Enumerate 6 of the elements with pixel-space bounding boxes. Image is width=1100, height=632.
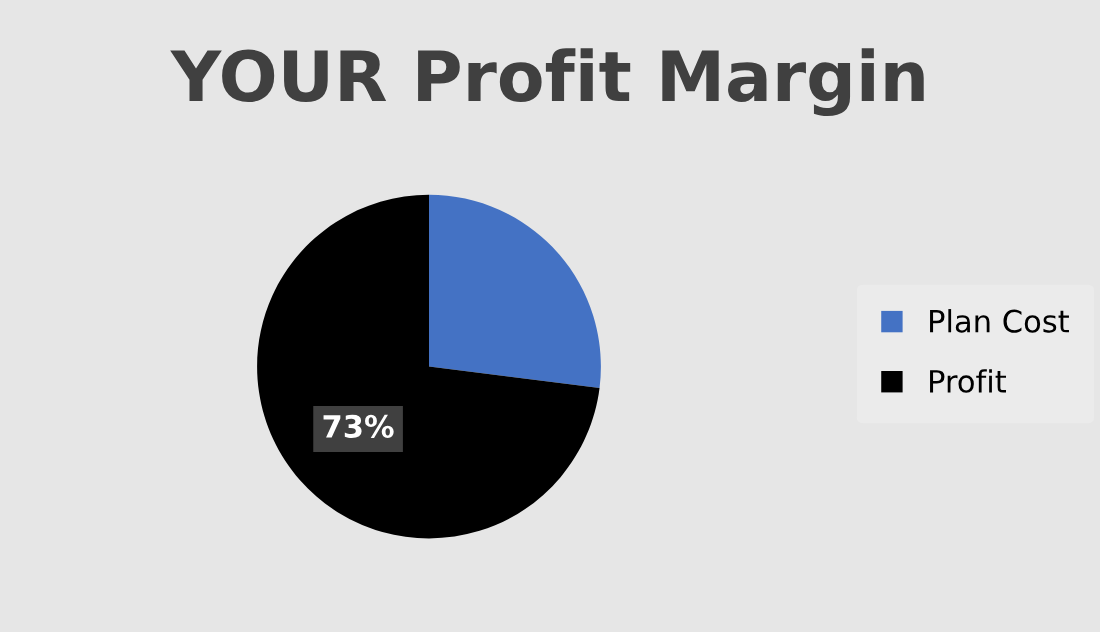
pie-slice: [257, 194, 600, 539]
legend-label: Plan Cost: [930, 309, 1069, 333]
chart-title: YOUR Profit Margin: [170, 48, 924, 117]
pie-slice: [429, 194, 601, 389]
legend-label: Profit: [930, 369, 1007, 393]
data-label: 73%: [323, 414, 394, 438]
